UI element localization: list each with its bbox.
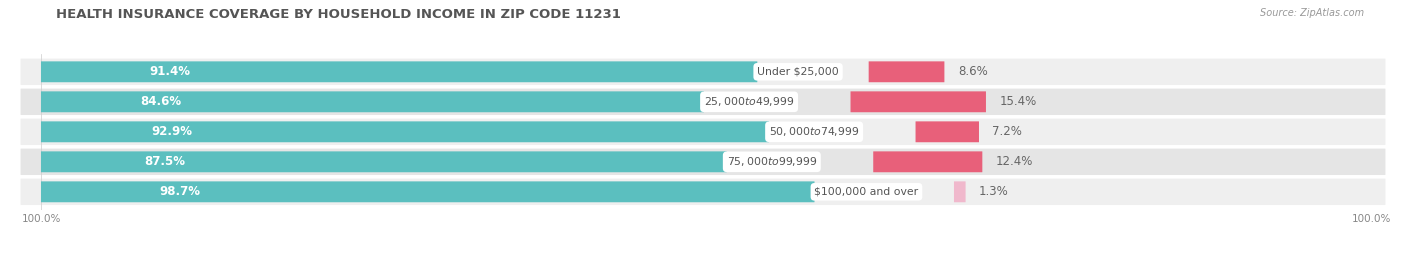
- Text: 84.6%: 84.6%: [139, 95, 181, 108]
- FancyBboxPatch shape: [21, 179, 1385, 205]
- FancyBboxPatch shape: [21, 148, 1385, 175]
- FancyBboxPatch shape: [21, 59, 1385, 85]
- Text: 12.4%: 12.4%: [995, 155, 1033, 168]
- Text: 8.6%: 8.6%: [957, 65, 987, 78]
- Text: $50,000 to $74,999: $50,000 to $74,999: [769, 125, 859, 138]
- Text: 92.9%: 92.9%: [152, 125, 193, 138]
- Text: 15.4%: 15.4%: [1000, 95, 1036, 108]
- Text: $75,000 to $99,999: $75,000 to $99,999: [727, 155, 817, 168]
- FancyBboxPatch shape: [21, 89, 1385, 115]
- FancyBboxPatch shape: [41, 181, 814, 202]
- FancyBboxPatch shape: [21, 119, 1385, 145]
- Text: $100,000 and over: $100,000 and over: [814, 187, 918, 197]
- FancyBboxPatch shape: [41, 61, 758, 82]
- Text: Source: ZipAtlas.com: Source: ZipAtlas.com: [1260, 8, 1364, 18]
- Text: 98.7%: 98.7%: [160, 185, 201, 198]
- Text: 1.3%: 1.3%: [979, 185, 1008, 198]
- FancyBboxPatch shape: [869, 61, 945, 82]
- FancyBboxPatch shape: [953, 181, 966, 202]
- FancyBboxPatch shape: [41, 91, 704, 112]
- Text: 91.4%: 91.4%: [149, 65, 190, 78]
- FancyBboxPatch shape: [41, 151, 727, 172]
- Text: 87.5%: 87.5%: [143, 155, 186, 168]
- Text: $25,000 to $49,999: $25,000 to $49,999: [704, 95, 794, 108]
- FancyBboxPatch shape: [873, 151, 983, 172]
- FancyBboxPatch shape: [915, 121, 979, 142]
- FancyBboxPatch shape: [851, 91, 986, 112]
- FancyBboxPatch shape: [41, 121, 769, 142]
- Text: HEALTH INSURANCE COVERAGE BY HOUSEHOLD INCOME IN ZIP CODE 11231: HEALTH INSURANCE COVERAGE BY HOUSEHOLD I…: [56, 8, 621, 21]
- Text: 7.2%: 7.2%: [993, 125, 1022, 138]
- Text: Under $25,000: Under $25,000: [758, 67, 839, 77]
